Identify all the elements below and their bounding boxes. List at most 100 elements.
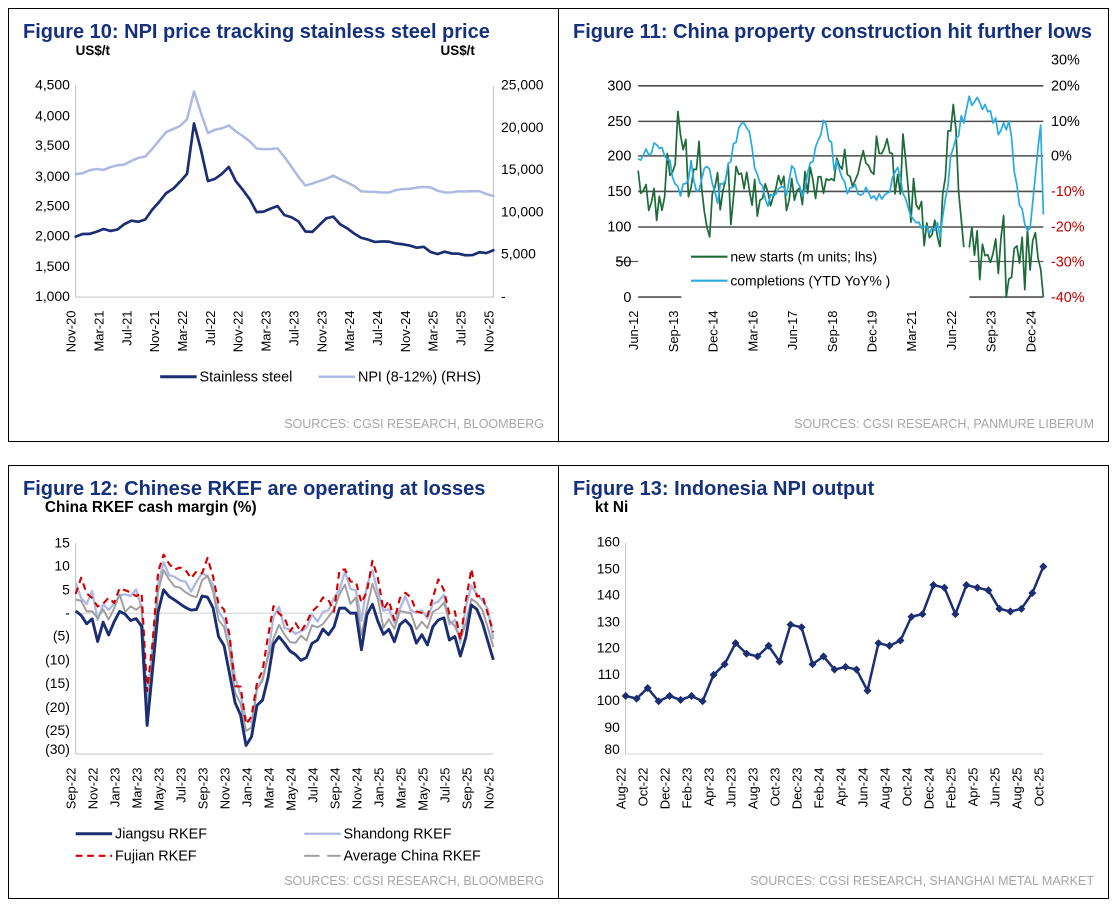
- svg-text:Apr-24: Apr-24: [833, 767, 848, 806]
- svg-text:(15): (15): [45, 675, 70, 691]
- svg-text:kt Ni: kt Ni: [595, 499, 628, 516]
- svg-text:250: 250: [607, 114, 631, 130]
- svg-text:100: 100: [607, 220, 631, 236]
- svg-text:Jan-24: Jan-24: [240, 767, 255, 807]
- svg-text:Sep-23: Sep-23: [984, 310, 999, 352]
- svg-text:Mar-21: Mar-21: [904, 310, 919, 351]
- svg-text:Jan-23: Jan-23: [108, 767, 123, 807]
- svg-text:(20): (20): [45, 699, 70, 715]
- svg-text:Dec-22: Dec-22: [658, 767, 673, 809]
- svg-text:130: 130: [597, 613, 620, 629]
- svg-text:Jun-12: Jun-12: [626, 310, 641, 350]
- svg-text:(30): (30): [45, 741, 70, 757]
- svg-text:20,000: 20,000: [501, 119, 544, 135]
- svg-text:50: 50: [615, 254, 631, 270]
- svg-text:Oct-25: Oct-25: [1031, 767, 1046, 806]
- svg-text:Jun-25: Jun-25: [987, 767, 1002, 807]
- svg-text:2,000: 2,000: [35, 227, 70, 243]
- svg-text:new starts (m units; lhs): new starts (m units; lhs): [730, 249, 877, 265]
- svg-text:Feb-25: Feb-25: [943, 767, 958, 808]
- svg-text:1,000: 1,000: [35, 288, 70, 304]
- svg-text:Mar-21: Mar-21: [92, 310, 107, 351]
- svg-text:US$/t: US$/t: [441, 43, 476, 58]
- svg-text:May-25: May-25: [415, 767, 430, 810]
- svg-text:Sep-25: Sep-25: [459, 767, 474, 809]
- svg-text:Nov-23: Nov-23: [314, 310, 329, 352]
- svg-text:Mar-25: Mar-25: [393, 767, 408, 808]
- svg-text:Nov-20: Nov-20: [64, 310, 79, 352]
- svg-text:Dec-19: Dec-19: [864, 310, 879, 352]
- svg-text:Nov-21: Nov-21: [147, 310, 162, 352]
- svg-text:Sep-23: Sep-23: [196, 767, 211, 809]
- svg-text:Jul-24: Jul-24: [305, 767, 320, 802]
- svg-text:10,000: 10,000: [501, 203, 544, 219]
- svg-text:200: 200: [607, 149, 631, 165]
- svg-text:-: -: [65, 605, 70, 621]
- svg-text:90: 90: [604, 719, 620, 735]
- svg-text:Oct-24: Oct-24: [899, 767, 914, 806]
- svg-text:Jan-25: Jan-25: [371, 767, 386, 807]
- svg-text:Jun-23: Jun-23: [724, 767, 739, 807]
- svg-text:Jul-22: Jul-22: [203, 310, 218, 345]
- svg-text:Nov-22: Nov-22: [231, 310, 246, 352]
- svg-text:Apr-23: Apr-23: [702, 767, 717, 806]
- svg-text:150: 150: [607, 184, 631, 200]
- svg-text:Mar-24: Mar-24: [262, 767, 277, 808]
- svg-text:China RKEF cash margin (%): China RKEF cash margin (%): [45, 499, 257, 516]
- svg-text:Nov-25: Nov-25: [481, 310, 496, 352]
- svg-text:0: 0: [623, 290, 631, 306]
- svg-text:May-23: May-23: [152, 767, 167, 810]
- svg-text:Apr-25: Apr-25: [965, 767, 980, 806]
- svg-text:Aug-24: Aug-24: [877, 767, 892, 809]
- svg-text:Sep-13: Sep-13: [666, 310, 681, 352]
- svg-text:Dec-24: Dec-24: [921, 767, 936, 809]
- svg-text:Nov-24: Nov-24: [349, 767, 364, 809]
- svg-text:Jul-25: Jul-25: [453, 310, 468, 345]
- svg-text:Sep-18: Sep-18: [825, 310, 840, 352]
- svg-text:Mar-23: Mar-23: [259, 310, 274, 351]
- svg-text:Oct-23: Oct-23: [768, 767, 783, 806]
- svg-text:4,500: 4,500: [35, 77, 70, 93]
- svg-text:3,500: 3,500: [35, 137, 70, 153]
- svg-text:15: 15: [54, 535, 70, 551]
- svg-text:Nov-24: Nov-24: [398, 310, 413, 352]
- svg-text:Stainless steel: Stainless steel: [200, 370, 293, 386]
- svg-text:Dec-14: Dec-14: [706, 310, 721, 352]
- svg-text:3,000: 3,000: [35, 168, 70, 184]
- svg-text:Dec-24: Dec-24: [1023, 310, 1038, 352]
- svg-text:Nov-23: Nov-23: [218, 767, 233, 809]
- svg-text:100: 100: [597, 692, 620, 708]
- svg-text:Jul-23: Jul-23: [286, 310, 301, 345]
- svg-text:(10): (10): [45, 652, 70, 668]
- svg-text:Aug-22: Aug-22: [614, 767, 629, 809]
- svg-text:Feb-24: Feb-24: [812, 767, 827, 808]
- svg-text:1,500: 1,500: [35, 258, 70, 274]
- svg-text:Mar-22: Mar-22: [175, 310, 190, 351]
- svg-text:4,000: 4,000: [35, 107, 70, 123]
- svg-text:-20%: -20%: [1051, 220, 1085, 236]
- svg-text:120: 120: [597, 639, 620, 655]
- svg-text:Nov-25: Nov-25: [481, 767, 496, 809]
- svg-text:0%: 0%: [1051, 149, 1072, 165]
- svg-text:300: 300: [607, 79, 631, 95]
- svg-text:May-24: May-24: [283, 767, 298, 810]
- svg-text:5: 5: [62, 582, 70, 598]
- svg-text:Jul-23: Jul-23: [174, 767, 189, 802]
- svg-text:110: 110: [598, 666, 620, 682]
- svg-text:(25): (25): [45, 722, 70, 738]
- svg-text:Jiangsu RKEF: Jiangsu RKEF: [115, 827, 207, 843]
- svg-text:Jun-17: Jun-17: [785, 310, 800, 350]
- svg-text:Jul-21: Jul-21: [119, 310, 134, 345]
- svg-text:US$/t: US$/t: [76, 43, 111, 58]
- svg-text:Sep-24: Sep-24: [327, 767, 342, 809]
- svg-text:Mar-25: Mar-25: [426, 310, 441, 351]
- svg-text:Jul-24: Jul-24: [370, 310, 385, 345]
- svg-text:30%: 30%: [1051, 53, 1080, 69]
- svg-text:Shandong RKEF: Shandong RKEF: [344, 827, 452, 843]
- svg-text:Jul-25: Jul-25: [437, 767, 452, 802]
- svg-text:Oct-22: Oct-22: [636, 767, 651, 806]
- svg-text:5,000: 5,000: [501, 246, 536, 262]
- svg-text:10%: 10%: [1051, 114, 1080, 130]
- svg-text:80: 80: [604, 741, 620, 757]
- svg-text:Mar-24: Mar-24: [342, 310, 357, 351]
